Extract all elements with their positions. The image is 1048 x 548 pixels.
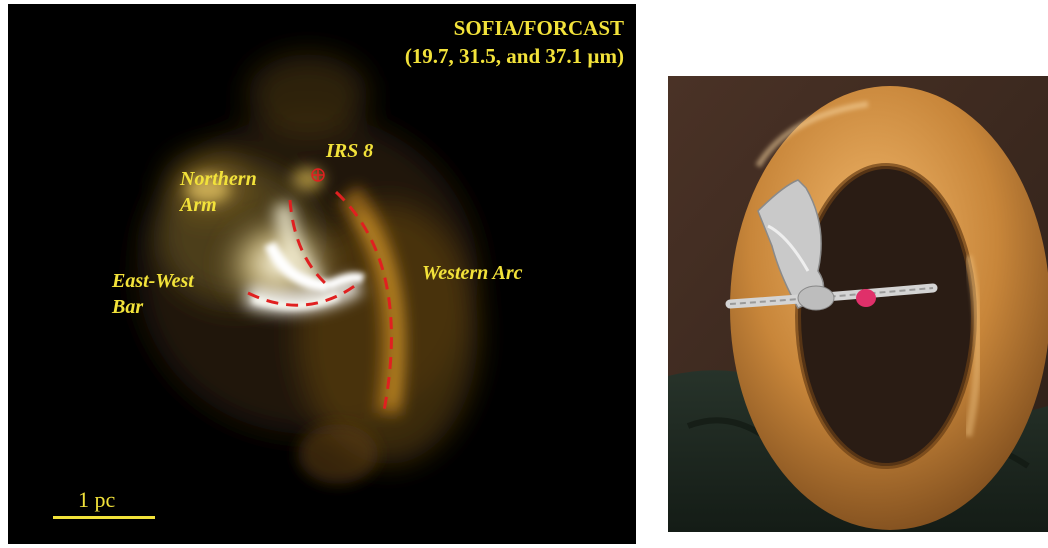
- irs8-marker: [311, 168, 325, 182]
- sofia-image-panel: SOFIA/FORCAST (19.7, 31.5, and 37.1 µm) …: [8, 4, 636, 544]
- torus-model-image: [668, 76, 1048, 532]
- western-arc-glow: [298, 185, 406, 484]
- western-arc-trace: [334, 190, 393, 417]
- scale-bar-label: 1 pc: [78, 487, 116, 512]
- east-west-bar-label: East-West Bar: [112, 270, 194, 318]
- east-west-bar-trace: [247, 280, 361, 307]
- northern-arm-trace: [288, 199, 328, 286]
- red-core-marker: [856, 289, 876, 307]
- irs8-label: IRS 8: [326, 140, 374, 162]
- galactic-center-image: [8, 4, 636, 544]
- northern-arm-label: Northern Arm: [180, 168, 257, 216]
- western-arc-label: Western Arc: [422, 262, 523, 284]
- wavelength-label: (19.7, 31.5, and 37.1 µm): [404, 44, 624, 68]
- foil-structure: [725, 179, 938, 311]
- instrument-title: SOFIA/FORCAST (19.7, 31.5, and 37.1 µm): [405, 14, 624, 70]
- instrument-name: SOFIA/FORCAST: [453, 16, 624, 40]
- torus-ring: [730, 86, 1048, 530]
- torus-model-photo: [668, 76, 1048, 532]
- scale-bar: [53, 516, 155, 519]
